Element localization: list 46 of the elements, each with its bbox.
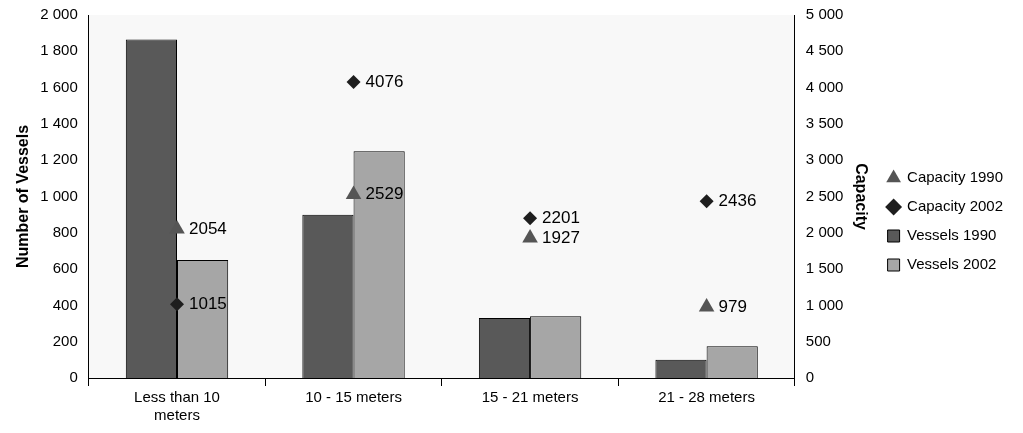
y2-tick-label: 3 000: [805, 150, 844, 168]
data-label: 2054: [189, 218, 227, 238]
legend-label: Capacity 2002: [907, 197, 1004, 215]
point: [346, 75, 361, 90]
point: [345, 185, 362, 199]
y-tick-label: 1 200: [40, 150, 78, 168]
x-tick-label: Less than 10 meters: [134, 388, 220, 424]
y-axis-title: Number of Vessels: [14, 124, 32, 269]
point: [523, 211, 538, 226]
legend-label: Vessels 1990: [907, 226, 997, 244]
x-tick-label: 10 - 15 meters: [305, 388, 402, 406]
data-label: 979: [718, 296, 747, 316]
x-tick-label: 21 - 28 meters: [658, 388, 755, 406]
y2-tick-label: 1 500: [805, 259, 844, 277]
y2-tick-label: 4 500: [805, 41, 844, 59]
point: [698, 297, 715, 312]
y-tick-label: 1 800: [40, 41, 78, 59]
y2-tick-label: 4 000: [805, 77, 844, 95]
y-tick-label: 1 000: [40, 186, 78, 204]
point: [699, 194, 714, 209]
y-tick-label: 200: [52, 331, 78, 349]
point: [522, 229, 538, 243]
y-tick-label: 1 400: [40, 114, 78, 132]
y-tick-label: 2 000: [40, 5, 78, 23]
data-label: 2529: [365, 184, 404, 204]
y-tick-label: 800: [52, 222, 78, 240]
y2-tick-label: 0: [805, 368, 815, 386]
x-tick-label: 15 - 21 meters: [481, 388, 579, 406]
y-tick-label: 600: [52, 259, 78, 277]
y2-tick-label: 2 000: [805, 222, 844, 240]
y2-tick-label: 2 500: [805, 186, 844, 204]
data-label: 2436: [718, 190, 757, 210]
y2-tick-label: 5 000: [805, 5, 844, 23]
y-tick-label: 0: [69, 368, 78, 386]
data-label: 1015: [189, 294, 227, 313]
legend-label: Capacity 1990: [907, 168, 1004, 186]
data-label: 2201: [542, 207, 580, 227]
y2-tick-label: 3 500: [805, 114, 844, 132]
data-label: 4076: [365, 71, 404, 91]
y2-tick-label: 500: [805, 331, 831, 349]
y-tick-label: 1 600: [40, 77, 78, 95]
y2-axis-title: Capacity: [852, 163, 870, 230]
y2-tick-label: 1 000: [805, 295, 844, 313]
data-label: 1927: [542, 227, 580, 247]
y-tick-label: 400: [52, 295, 78, 313]
legend-label: Vessels 2002: [907, 255, 997, 273]
